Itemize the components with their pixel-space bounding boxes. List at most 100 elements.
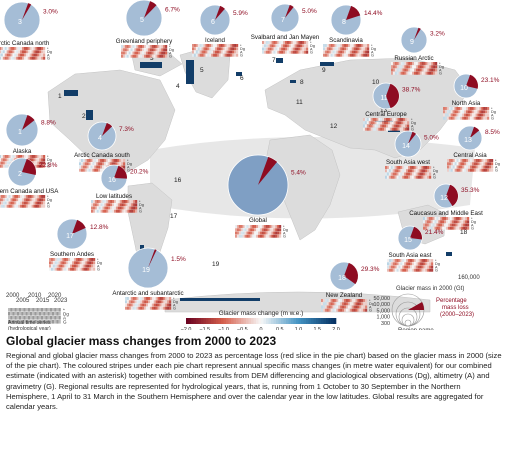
stripe-cell [366, 124, 369, 128]
stripe-cell [485, 113, 488, 117]
stripe-row-label: G [371, 54, 374, 58]
stripe-cell [444, 110, 448, 114]
key-stripe-cell [25, 316, 28, 320]
stripe-cell [368, 121, 371, 125]
stripe-cell [125, 306, 128, 310]
stripe-cell [334, 299, 337, 302]
stripe-cell [477, 165, 480, 169]
stripe-cell [250, 234, 253, 238]
stripe-cell [429, 65, 432, 69]
stripe-cell [442, 226, 445, 230]
stripe-cell [215, 44, 218, 47]
stripe-cell [370, 118, 373, 121]
stripe-cell [388, 169, 391, 173]
stripe-cell [413, 166, 416, 169]
stripe-cell [363, 44, 366, 47]
stripe-cell [31, 155, 34, 158]
stripe-cell [382, 121, 385, 125]
stripe-cell [153, 300, 156, 304]
stripe-cell [449, 223, 452, 227]
stripe-cell [336, 47, 339, 51]
stripe-cell [430, 226, 433, 230]
stripe-cell [429, 262, 432, 266]
stripe-cell [429, 175, 432, 179]
loss-percent: 38.7% [402, 86, 421, 93]
stripe-cell [304, 47, 307, 51]
stripe-cell [102, 200, 105, 203]
stripe-cell [271, 44, 274, 48]
stripe-cell [159, 306, 162, 310]
stripe-cell [392, 262, 395, 266]
stripe-cell [392, 62, 396, 65]
stripe-cell [283, 41, 286, 44]
stripe-cell [128, 297, 131, 300]
stripe-cell [0, 56, 2, 60]
stripe-cell [50, 267, 54, 271]
stripe-cell [338, 302, 341, 306]
stripe-cell [6, 161, 9, 165]
stripe-row-label: Dg [47, 50, 52, 54]
key-stripe-cell [19, 308, 22, 312]
pie-number: 2 [18, 171, 22, 178]
stripe-cell [323, 44, 326, 47]
stripe-cell [423, 172, 426, 176]
stripe-cell [435, 62, 438, 65]
stripe-cell [265, 234, 268, 238]
stripe-cell [344, 302, 347, 306]
stripe-cell [37, 195, 40, 198]
stripe-cell [294, 47, 297, 51]
stripe-cell [271, 234, 274, 238]
stripe-cell [448, 165, 452, 169]
stripe-cell [417, 62, 420, 65]
stripe-cell [451, 220, 454, 224]
stripe-cell [117, 159, 120, 162]
stripe-cell [157, 300, 160, 304]
stripe-cell [82, 165, 85, 169]
stripe-cell [473, 159, 476, 162]
stripe-cell [410, 262, 413, 266]
stripe-cell [457, 220, 460, 224]
stripe-cell [29, 195, 32, 198]
stripe-cell [324, 308, 327, 312]
stripe-cell [82, 162, 85, 166]
stripe-cell [54, 261, 57, 265]
stripe-cell [29, 47, 32, 50]
stripe-cell [4, 158, 7, 162]
stripe-cell [142, 48, 145, 52]
stripe-cell [351, 50, 354, 54]
stripe-cell [20, 198, 23, 202]
stripe-cell [236, 225, 240, 228]
stripe-cell [10, 204, 13, 208]
stripe-cell [91, 203, 94, 207]
stripe-cell [66, 261, 69, 265]
stripe-cell [279, 234, 282, 238]
stripe-cell [115, 162, 118, 166]
stripe-cell [234, 50, 237, 54]
key-stripe-cell [30, 312, 33, 316]
stripe-cell [387, 268, 390, 272]
stripe-cell [70, 261, 73, 265]
stripe-cell [25, 50, 28, 54]
stripe-cell [429, 259, 432, 262]
stripe-cell [222, 53, 225, 57]
glacier-greenland [186, 60, 194, 84]
stripe-cell [444, 220, 447, 224]
stripe-cell [466, 116, 469, 120]
stripe-cell [18, 155, 21, 158]
stripe-cell [197, 44, 200, 47]
stripe-cell [390, 172, 393, 176]
stripe-cell [122, 45, 126, 48]
stripe-cell [448, 107, 451, 110]
glacier-canada-west [86, 110, 93, 120]
stripe-cell [133, 203, 136, 207]
stripe-cell [92, 165, 95, 169]
stripe-cell [136, 297, 139, 300]
stripe-cell [0, 164, 2, 168]
stripe-cell [94, 168, 97, 172]
stripe-cell [6, 204, 9, 208]
stripe-cell [353, 44, 356, 47]
stripe-cell [419, 262, 422, 266]
stripe-cell [326, 44, 329, 47]
stripe-cell [10, 47, 13, 50]
stripe-cell [193, 44, 197, 47]
